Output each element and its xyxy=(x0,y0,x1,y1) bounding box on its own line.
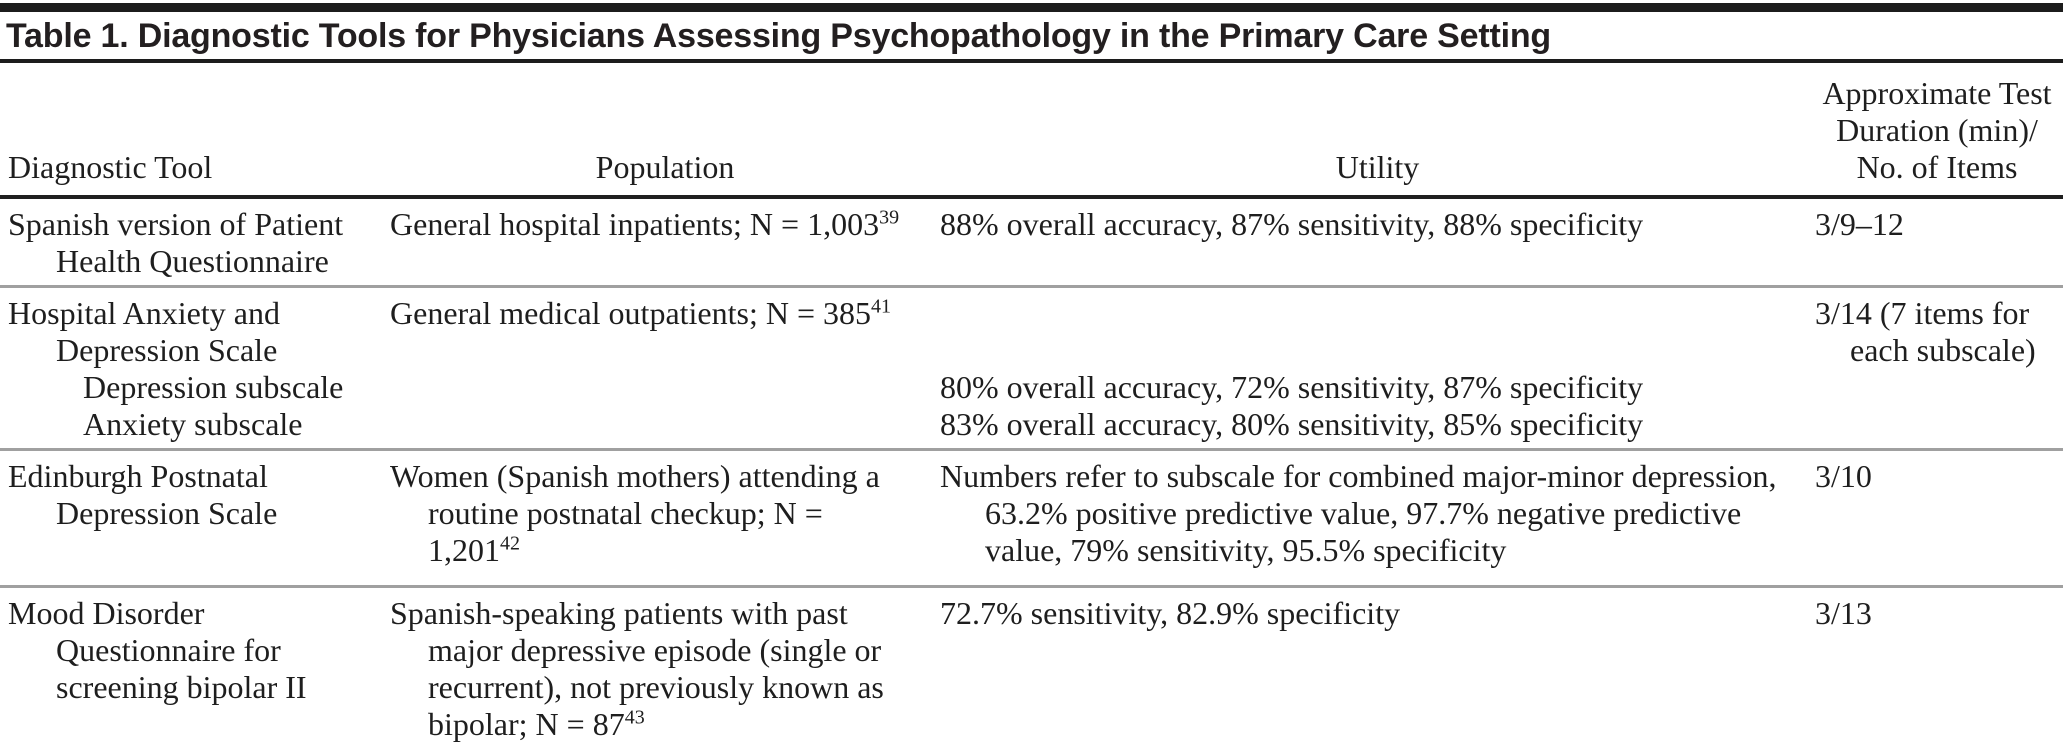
population-text: Women (Spanish mothers) attending a rout… xyxy=(390,458,915,569)
utility-text: 72.7% sensitivity, 82.9% specificity xyxy=(940,595,1401,631)
duration-header-line: Approximate Test xyxy=(1822,75,2052,111)
col-header-population: Population xyxy=(595,149,735,185)
duration-text: 3/13 xyxy=(1815,595,1872,631)
utility-subscale-lines: 80% overall accuracy, 72% sensitivity, 8… xyxy=(940,295,1795,443)
reference-superscript: 39 xyxy=(879,206,900,229)
population-main: General hospital inpatients; N = 1,003 xyxy=(390,206,880,242)
col-header-utility: Utility xyxy=(1335,149,1420,185)
table-row: Spanish version of Patient Health Questi… xyxy=(0,197,2063,287)
duration-text: 3/10 xyxy=(1815,458,1872,494)
table-row: Edinburgh Postnatal Depression Scale Wom… xyxy=(0,450,2063,587)
cell-diagnostic-tool: Mood Disorder Questionnaire for screenin… xyxy=(0,587,390,747)
population-text: General medical outpatients; N = 38541 xyxy=(390,295,915,332)
cell-utility: Numbers refer to subscale for combined m… xyxy=(940,450,1815,587)
cell-duration: 3/14 (7 items for each subscale) xyxy=(1815,287,2063,450)
diagnostic-tool-name: Spanish version of Patient Health Questi… xyxy=(8,206,344,279)
diagnostic-tools-table: Diagnostic Tool Population Utility Appro… xyxy=(0,63,2063,747)
table-row: Hospital Anxiety and Depression Scale De… xyxy=(0,287,2063,450)
population-text: Spanish-speaking patients with past majo… xyxy=(390,595,915,743)
header-row: Diagnostic Tool Population Utility Appro… xyxy=(0,63,2063,197)
diagnostic-tool-name: Hospital Anxiety and Depression Scale xyxy=(8,295,280,368)
cell-population: General medical outpatients; N = 38541 xyxy=(390,287,940,450)
reference-superscript: 41 xyxy=(871,295,892,318)
cell-duration: 3/13 xyxy=(1815,587,2063,747)
reference-superscript: 43 xyxy=(624,706,645,729)
duration-header-line: No. of Items xyxy=(1856,149,2018,185)
reference-superscript: 42 xyxy=(500,532,520,555)
cell-diagnostic-tool: Edinburgh Postnatal Depression Scale xyxy=(0,450,390,587)
duration-text: 3/9–12 xyxy=(1815,206,1904,242)
cell-population: Women (Spanish mothers) attending a rout… xyxy=(390,450,940,587)
table-top-rule xyxy=(0,3,2063,12)
population-main: Women (Spanish mothers) attending a rout… xyxy=(390,458,880,568)
diagnostic-tool-subscale: Anxiety subscale xyxy=(83,406,303,442)
diagnostic-tool-name: Mood Disorder Questionnaire for screenin… xyxy=(8,595,307,705)
duration-text: 3/14 (7 items for each subscale) xyxy=(1815,295,2036,368)
cell-population: General hospital inpatients; N = 1,00339 xyxy=(390,197,940,287)
utility-text: 83% overall accuracy, 80% sensitivity, 8… xyxy=(940,406,1644,442)
diagnostic-tool-name: Edinburgh Postnatal Depression Scale xyxy=(8,458,278,531)
utility-text: 80% overall accuracy, 72% sensitivity, 8… xyxy=(940,369,1644,405)
population-text: General hospital inpatients; N = 1,00339 xyxy=(390,206,915,243)
table-row: Mood Disorder Questionnaire for screenin… xyxy=(0,587,2063,747)
cell-diagnostic-tool: Spanish version of Patient Health Questi… xyxy=(0,197,390,287)
col-header-duration: Approximate Test Duration (min)/ No. of … xyxy=(1815,63,2063,197)
cell-utility: 72.7% sensitivity, 82.9% specificity xyxy=(940,587,1815,747)
population-main: General medical outpatients; N = 385 xyxy=(390,295,872,331)
utility-text: 88% overall accuracy, 87% sensitivity, 8… xyxy=(940,206,1644,242)
population-main: Spanish-speaking patients with past majo… xyxy=(390,595,884,742)
utility-text: Numbers refer to subscale for combined m… xyxy=(940,458,1777,568)
cell-utility: 80% overall accuracy, 72% sensitivity, 8… xyxy=(940,287,1815,450)
table-title: Table 1. Diagnostic Tools for Physicians… xyxy=(6,17,1551,55)
col-header-diagnostic-tool: Diagnostic Tool xyxy=(8,149,213,185)
title-divider-rule xyxy=(0,59,2063,63)
cell-utility: 88% overall accuracy, 87% sensitivity, 8… xyxy=(940,197,1815,287)
cell-population: Spanish-speaking patients with past majo… xyxy=(390,587,940,747)
diagnostic-tool-subscale: Depression subscale xyxy=(83,369,344,405)
cell-diagnostic-tool: Hospital Anxiety and Depression Scale De… xyxy=(0,287,390,450)
cell-duration: 3/9–12 xyxy=(1815,197,2063,287)
cell-duration: 3/10 xyxy=(1815,450,2063,587)
duration-header-line: Duration (min)/ xyxy=(1836,112,2038,148)
